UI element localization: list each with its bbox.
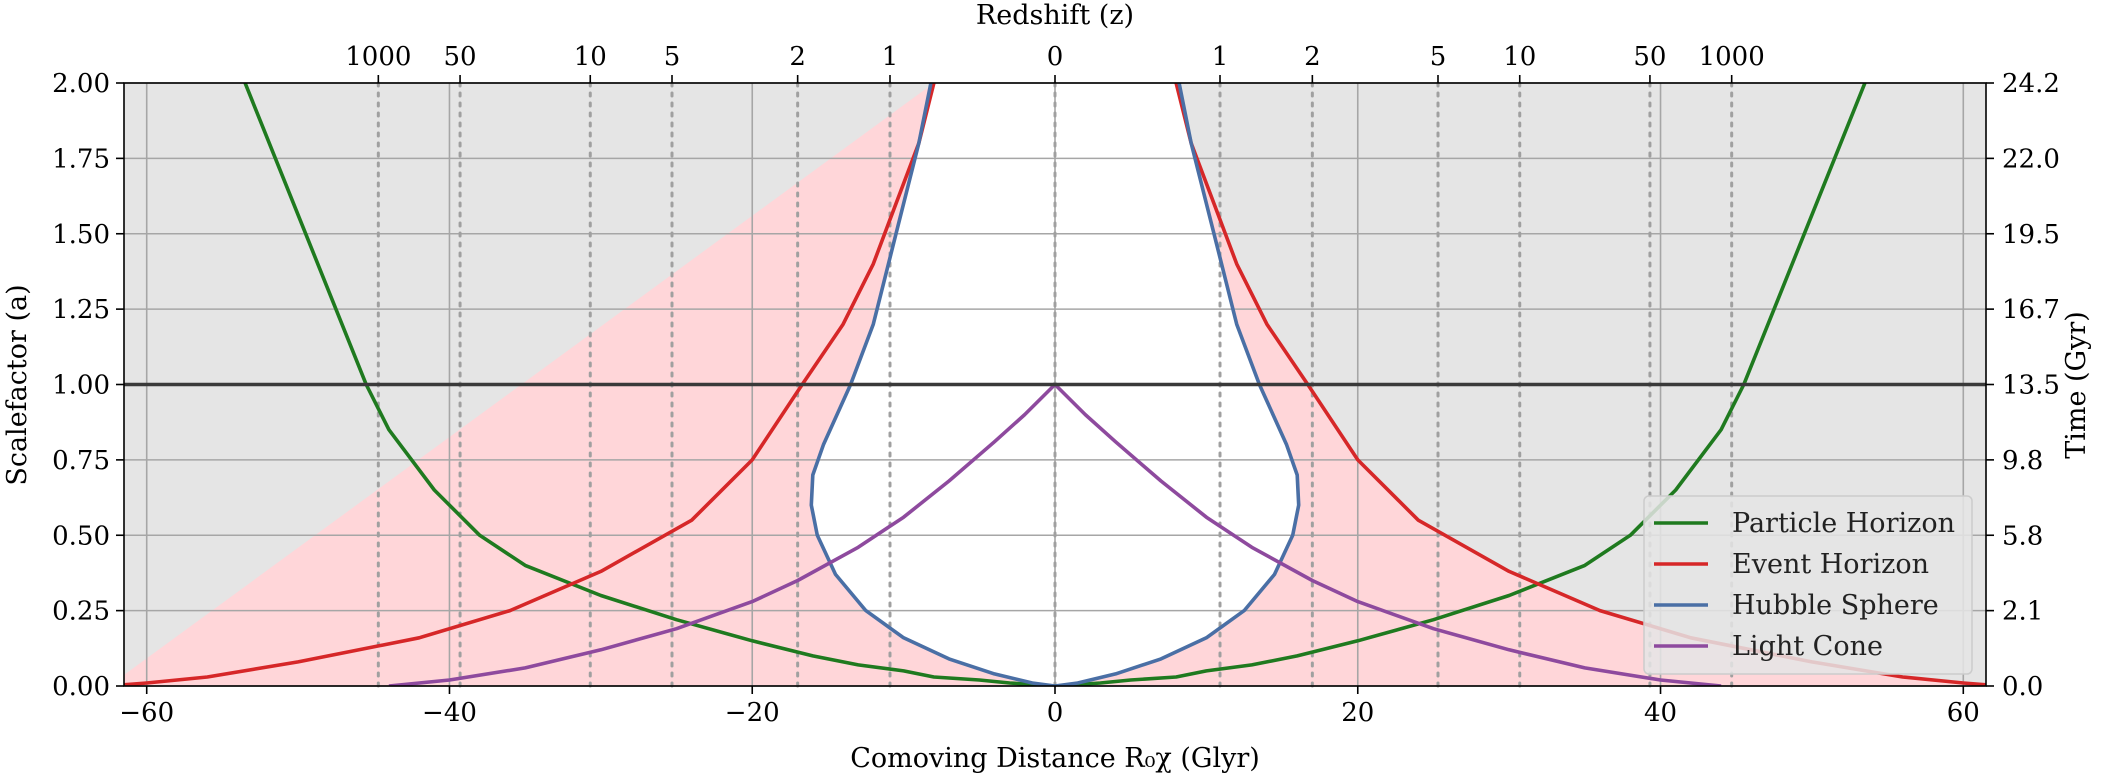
legend-label-light-cone: Light Cone (1732, 631, 1883, 662)
y2-tick-label: 0.0 (2002, 672, 2043, 702)
y-tick-label: 0.75 (52, 446, 110, 476)
redshift-tick-label: 10 (574, 42, 607, 72)
hubble-sphere-line-right (1054, 83, 1301, 686)
y2-tick-label: 22.0 (2002, 144, 2060, 174)
chart-axes: −60 −40 −20 0 20 40 600.00 0.00.25 2.10.50 5.80.7… (52, 42, 2060, 728)
y-tick-label: 0.00 (52, 672, 110, 702)
legend-label-hubble-sphere: Hubble Sphere (1732, 590, 1939, 621)
x-tick-label: −40 (422, 698, 477, 728)
y2-tick-label: 9.8 (2002, 446, 2043, 476)
y2-tick-label: 5.8 (2002, 521, 2043, 551)
x-tick-label: 40 (1644, 698, 1677, 728)
x-tick-label: −20 (725, 698, 780, 728)
chart-legend: Particle Horizon Event Horizon Hubble Sphe… (1643, 495, 1973, 675)
y2-tick-label: 19.5 (2002, 220, 2060, 250)
particle-horizon-line-right (1054, 83, 1867, 686)
legend-label-event-horizon: Event Horizon (1732, 549, 1929, 580)
legend-label-particle-horizon: Particle Horizon (1732, 508, 1955, 539)
y-tick-label: 2.00 (52, 69, 110, 99)
light-cone-line-left (388, 383, 1057, 686)
redshift-tick-label: 2 (1304, 42, 1321, 72)
hubble-sphere-line-left (809, 83, 1056, 686)
particle-horizon-line-left (243, 83, 1056, 686)
y-tick-label: 1.25 (52, 295, 110, 325)
x-tick-label: 60 (1947, 698, 1980, 728)
x2-axis-title: Redshift (z) (976, 0, 1134, 31)
x-tick-label: −60 (119, 698, 174, 728)
y-axis-title: Scalefactor (a) (2, 284, 33, 485)
x-tick-label: 0 (1047, 698, 1064, 728)
y-tick-label: 0.25 (52, 597, 110, 627)
y-tick-label: 0.50 (52, 521, 110, 551)
redshift-tick-label: 50 (1633, 42, 1666, 72)
redshift-tick-label: 10 (1503, 42, 1536, 72)
redshift-tick-label: 1000 (1699, 42, 1765, 72)
x-tick-label: 20 (1341, 698, 1374, 728)
redshift-tick-label: 5 (664, 42, 681, 72)
redshift-tick-label: 0 (1047, 42, 1064, 72)
event-horizon-line-left (124, 83, 936, 686)
y2-tick-label: 13.5 (2002, 371, 2060, 401)
y2-tick-label: 16.7 (2002, 295, 2060, 325)
redshift-tick-label: 1 (882, 42, 899, 72)
y2-tick-label: 24.2 (2002, 69, 2060, 99)
y-tick-label: 1.00 (52, 371, 110, 401)
redshift-tick-label: 1 (1212, 42, 1229, 72)
redshift-tick-label: 2 (789, 42, 806, 72)
redshift-tick-label: 5 (1430, 42, 1447, 72)
redshift-tick-label: 50 (444, 42, 477, 72)
x-axis-title: Comoving Distance R₀χ (Glyr) (850, 743, 1260, 774)
redshift-tick-label: 1000 (345, 42, 411, 72)
y-tick-label: 1.50 (52, 220, 110, 250)
y-tick-label: 1.75 (52, 144, 110, 174)
y2-tick-label: 2.1 (2002, 597, 2043, 627)
light-cone-line-right (1053, 383, 1722, 686)
legend-box (1643, 495, 1973, 675)
y2-axis-title: Time (Gyr) (2061, 311, 2092, 459)
